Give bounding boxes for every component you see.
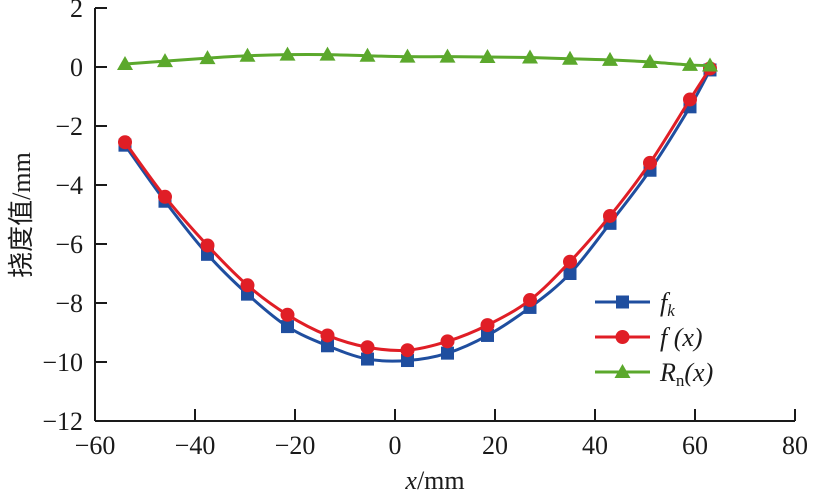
data-point (199, 50, 216, 65)
data-point (319, 46, 336, 61)
data-point (643, 155, 657, 170)
legend-marker (614, 364, 631, 378)
data-point (702, 57, 718, 72)
data-point (642, 53, 658, 68)
series-line (123, 69, 712, 363)
x-tick-label: −60 (75, 431, 116, 460)
data-point (602, 51, 618, 66)
legend-label-tail: (x) (684, 358, 713, 387)
data-point (563, 267, 577, 280)
y-tick-label: −12 (42, 407, 83, 436)
y-tick-label: 0 (70, 53, 83, 82)
data-point (200, 238, 215, 253)
data-point (603, 208, 617, 223)
x-tick-label: −20 (275, 431, 316, 460)
legend-label-main: f (660, 288, 671, 317)
series-line (124, 52, 711, 68)
legend-item: f (x) (595, 323, 703, 352)
data-point (400, 343, 415, 358)
data-point (157, 53, 173, 68)
y-tick-label: −6 (55, 230, 83, 259)
axes: 20−2−4−6−8−10−12−60 −40 −20 0 20 40 60 80 (42, 0, 808, 460)
data-point (118, 135, 132, 150)
legend-label-main: R (659, 358, 676, 387)
x-tick-label: 60 (682, 431, 708, 460)
x-axis-title: x/mm (404, 466, 464, 493)
data-point (480, 318, 495, 333)
data-point (440, 334, 455, 349)
x-tick-label: 40 (582, 431, 608, 460)
data-point (320, 328, 335, 343)
data-point (522, 49, 538, 64)
data-point (401, 354, 414, 368)
series-square (118, 63, 717, 368)
y-tick-label: −10 (42, 348, 83, 377)
x-tick-label: 0 (389, 431, 402, 460)
data-point (281, 320, 294, 334)
data-point (479, 48, 496, 63)
legend-label-sub: n (676, 371, 685, 390)
legend-label: f (x) (660, 323, 703, 352)
data-point (481, 328, 494, 342)
data-point (240, 278, 255, 293)
legend-label: fk (660, 288, 675, 320)
series-triangle (117, 46, 718, 72)
data-point (683, 92, 697, 107)
series-circle (118, 61, 717, 358)
x-tick-label: 80 (782, 431, 808, 460)
data-point (279, 46, 296, 61)
data-point (399, 48, 416, 63)
x-tick-label: 20 (482, 431, 508, 460)
series-line (123, 67, 712, 352)
legend-label-main: f (x) (660, 323, 703, 352)
legend-label-sub: k (667, 301, 675, 320)
y-tick-label: −4 (55, 171, 83, 200)
legend: fkf (x)Rn(x) (595, 288, 713, 390)
y-tick-label: −2 (55, 112, 83, 141)
legend-item: Rn(x) (595, 358, 713, 390)
data-point (117, 56, 133, 71)
data-point (523, 293, 537, 308)
legend-label: Rn(x) (659, 358, 713, 390)
x-axis-title-var: x (404, 466, 417, 493)
y-axis-title: 挠度值/mm (7, 152, 36, 278)
data-point (562, 50, 578, 65)
data-point (441, 346, 454, 360)
data-point (280, 307, 295, 322)
x-axis-title-unit: /mm (417, 466, 465, 493)
data-point (239, 47, 256, 62)
legend-item: fk (595, 288, 675, 320)
y-tick-label: 2 (70, 0, 83, 23)
data-point (682, 56, 698, 71)
y-tick-label: −8 (55, 289, 83, 318)
data-point (359, 47, 376, 62)
data-point (439, 48, 456, 63)
data-point (360, 340, 375, 355)
data-point (563, 254, 577, 269)
data-point (361, 352, 374, 366)
series-layer (117, 46, 718, 368)
legend-marker (616, 295, 629, 309)
data-point (321, 339, 334, 353)
legend-marker (615, 330, 630, 344)
x-tick-label: −40 (175, 431, 216, 460)
data-point (158, 189, 172, 204)
